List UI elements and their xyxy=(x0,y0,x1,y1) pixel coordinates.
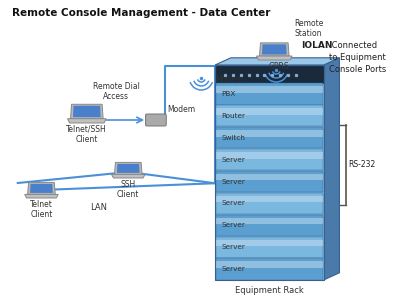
Text: Server: Server xyxy=(221,266,245,272)
FancyBboxPatch shape xyxy=(215,65,324,280)
FancyBboxPatch shape xyxy=(216,174,323,180)
FancyBboxPatch shape xyxy=(216,127,323,148)
FancyBboxPatch shape xyxy=(216,83,323,105)
Polygon shape xyxy=(68,119,106,123)
FancyBboxPatch shape xyxy=(216,261,323,268)
Text: Switch: Switch xyxy=(221,135,245,141)
Text: Server: Server xyxy=(221,179,245,184)
Text: Telnet/SSH
Client: Telnet/SSH Client xyxy=(66,125,107,145)
Text: Router: Router xyxy=(221,113,245,119)
Text: RS-232: RS-232 xyxy=(348,161,376,170)
Text: Equipment Rack: Equipment Rack xyxy=(235,286,304,295)
Text: Modem: Modem xyxy=(215,75,243,85)
Polygon shape xyxy=(28,182,55,194)
Polygon shape xyxy=(73,106,101,117)
Polygon shape xyxy=(30,184,53,193)
Polygon shape xyxy=(117,164,140,173)
FancyBboxPatch shape xyxy=(216,237,323,258)
Polygon shape xyxy=(256,56,292,60)
Polygon shape xyxy=(70,104,103,119)
FancyBboxPatch shape xyxy=(216,152,323,159)
Text: Remote Dial
Access: Remote Dial Access xyxy=(93,82,140,101)
Polygon shape xyxy=(112,174,145,178)
FancyBboxPatch shape xyxy=(216,218,323,224)
Text: GPRS: GPRS xyxy=(269,62,290,71)
FancyBboxPatch shape xyxy=(216,130,323,136)
FancyBboxPatch shape xyxy=(216,86,323,93)
Polygon shape xyxy=(25,194,58,198)
FancyBboxPatch shape xyxy=(216,66,323,83)
Text: LAN: LAN xyxy=(90,203,107,212)
Polygon shape xyxy=(215,58,340,65)
FancyBboxPatch shape xyxy=(216,215,323,236)
Text: SSH
Client: SSH Client xyxy=(117,180,140,199)
Text: Server: Server xyxy=(221,200,245,207)
Polygon shape xyxy=(262,44,287,55)
FancyBboxPatch shape xyxy=(216,105,323,126)
Text: Connected
to Equipment
Console Ports: Connected to Equipment Console Ports xyxy=(328,41,386,74)
FancyBboxPatch shape xyxy=(216,240,323,246)
FancyBboxPatch shape xyxy=(146,114,166,126)
FancyBboxPatch shape xyxy=(216,149,323,170)
Text: Server: Server xyxy=(221,244,245,250)
Text: Server: Server xyxy=(221,157,245,163)
Text: PBX: PBX xyxy=(221,91,235,97)
Text: Remote Console Management - Data Center: Remote Console Management - Data Center xyxy=(12,8,270,18)
FancyBboxPatch shape xyxy=(216,258,323,280)
Text: Telnet
Client: Telnet Client xyxy=(30,200,53,219)
Text: Remote
Station: Remote Station xyxy=(294,18,324,38)
Polygon shape xyxy=(114,162,142,174)
FancyBboxPatch shape xyxy=(216,193,323,214)
FancyBboxPatch shape xyxy=(216,108,323,115)
Polygon shape xyxy=(260,43,289,56)
FancyBboxPatch shape xyxy=(216,196,323,202)
Text: IOLAN: IOLAN xyxy=(301,41,332,50)
FancyBboxPatch shape xyxy=(216,171,323,192)
Text: Modem: Modem xyxy=(168,105,196,114)
Text: Server: Server xyxy=(221,222,245,228)
Polygon shape xyxy=(324,58,340,280)
